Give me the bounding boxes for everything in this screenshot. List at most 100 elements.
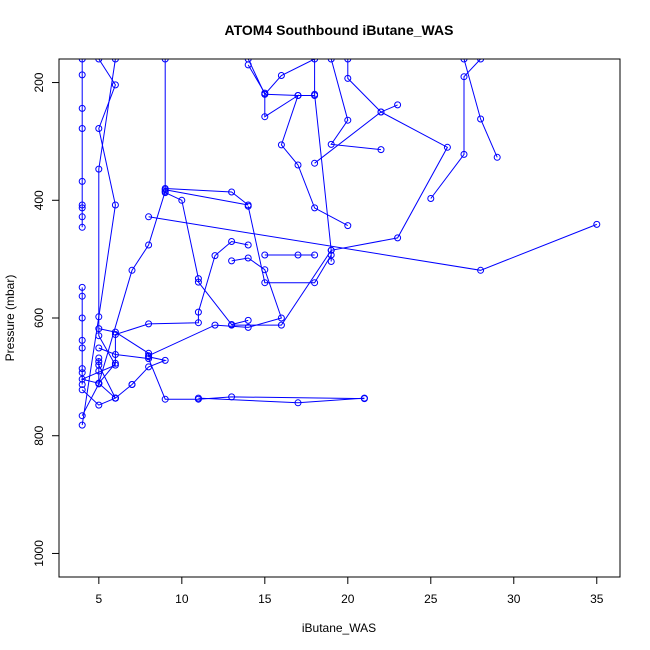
series-0 bbox=[78, 59, 86, 231]
series-17 bbox=[145, 213, 601, 274]
series-13 bbox=[95, 185, 252, 387]
series-line bbox=[247, 206, 332, 284]
data-point bbox=[161, 356, 169, 364]
data-point bbox=[78, 59, 86, 63]
data-point bbox=[244, 61, 252, 69]
data-point bbox=[95, 59, 103, 63]
data-point bbox=[78, 421, 86, 429]
data-point bbox=[145, 349, 153, 357]
series-line bbox=[98, 240, 249, 384]
x-axis: 5 10 15 20 25 30 35 bbox=[95, 577, 604, 606]
data-point bbox=[228, 188, 236, 196]
series-line bbox=[347, 59, 398, 113]
data-point bbox=[244, 241, 252, 249]
data-point bbox=[78, 283, 86, 291]
series-line bbox=[81, 384, 133, 406]
data-point bbox=[194, 319, 202, 327]
y-tick-label: 1000 bbox=[32, 540, 46, 567]
x-tick-label: 30 bbox=[507, 592, 521, 606]
series-line bbox=[247, 64, 349, 227]
data-point bbox=[95, 125, 103, 132]
series-23 bbox=[194, 394, 368, 407]
data-point bbox=[78, 386, 86, 394]
y-tick-label: 200 bbox=[32, 72, 46, 92]
data-point bbox=[78, 369, 86, 377]
data-point bbox=[593, 220, 601, 228]
data-point bbox=[261, 266, 269, 274]
data-point bbox=[477, 115, 485, 123]
data-point bbox=[244, 323, 252, 331]
data-point bbox=[327, 140, 335, 148]
y-axis-label: Pressure (mbar) bbox=[3, 275, 17, 362]
series-line bbox=[148, 257, 283, 357]
data-point bbox=[78, 381, 86, 388]
data-point bbox=[78, 344, 86, 352]
series-line bbox=[330, 59, 382, 151]
data-point bbox=[145, 241, 153, 249]
data-point bbox=[294, 251, 302, 259]
data-point bbox=[311, 159, 319, 167]
data-point bbox=[78, 292, 86, 300]
data-point bbox=[261, 90, 269, 98]
series-line bbox=[148, 216, 597, 271]
series-9 bbox=[427, 59, 485, 202]
series-11 bbox=[261, 90, 319, 99]
data-point bbox=[294, 399, 302, 407]
y-tick-label: 600 bbox=[32, 308, 46, 328]
data-point bbox=[460, 150, 468, 158]
data-point bbox=[460, 59, 468, 63]
data-point bbox=[161, 395, 169, 403]
data-point bbox=[344, 74, 352, 82]
data-point bbox=[111, 394, 119, 402]
series-12 bbox=[228, 108, 451, 329]
data-point bbox=[294, 161, 302, 169]
data-point bbox=[244, 202, 252, 210]
data-point bbox=[95, 165, 103, 173]
data-point bbox=[128, 266, 136, 274]
series-line bbox=[231, 111, 449, 326]
y-tick-label: 400 bbox=[32, 190, 46, 210]
series-22 bbox=[78, 381, 136, 409]
data-point bbox=[161, 59, 169, 63]
data-point bbox=[311, 204, 319, 212]
data-point bbox=[95, 344, 103, 352]
data-point bbox=[194, 278, 202, 286]
data-point bbox=[477, 266, 485, 274]
series-line bbox=[430, 59, 481, 199]
data-point bbox=[194, 394, 202, 402]
data-point bbox=[327, 59, 335, 63]
series-10 bbox=[327, 59, 385, 154]
data-point bbox=[344, 59, 352, 63]
data-point bbox=[244, 254, 252, 262]
data-point bbox=[327, 251, 335, 259]
series-3 bbox=[78, 283, 86, 388]
data-point bbox=[344, 222, 352, 230]
data-point bbox=[111, 328, 119, 336]
series-line bbox=[80, 59, 117, 399]
series-18 bbox=[145, 254, 285, 360]
series-8 bbox=[460, 59, 501, 161]
series-24 bbox=[78, 354, 103, 420]
data-point bbox=[111, 81, 119, 89]
data-point bbox=[111, 359, 119, 367]
data-point bbox=[228, 257, 236, 265]
data-point bbox=[78, 412, 86, 420]
data-point bbox=[311, 92, 319, 99]
x-axis-label: iButane_WAS bbox=[302, 621, 376, 635]
data-point bbox=[78, 223, 86, 231]
data-point bbox=[228, 321, 236, 329]
data-point bbox=[78, 336, 86, 344]
data-point bbox=[178, 196, 186, 204]
data-point bbox=[111, 201, 119, 209]
series-line bbox=[98, 188, 249, 384]
data-point bbox=[261, 279, 269, 287]
data-point bbox=[228, 238, 236, 245]
data-point bbox=[145, 355, 153, 363]
series-layer bbox=[78, 59, 601, 429]
data-point bbox=[211, 252, 219, 260]
data-point bbox=[277, 321, 285, 329]
x-tick-label: 10 bbox=[175, 592, 189, 606]
x-tick-label: 15 bbox=[258, 592, 272, 606]
data-point bbox=[443, 143, 451, 151]
data-point bbox=[95, 380, 103, 388]
